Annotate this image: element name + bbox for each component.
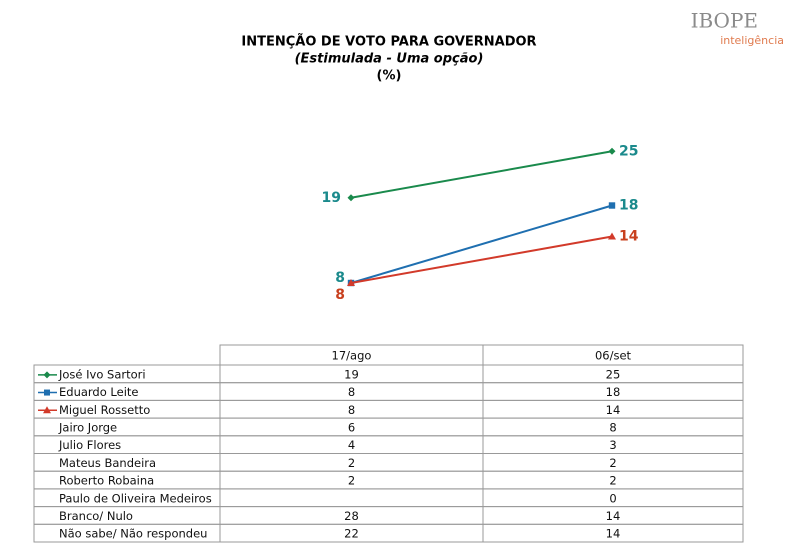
marker: [347, 194, 355, 202]
table-value: 14: [606, 403, 621, 417]
series-line: [350, 204, 613, 284]
row-label: Paulo de Oliveira Medeiros: [59, 491, 212, 505]
table-value: 14: [606, 527, 621, 541]
chart-subtitle: (Estimulada - Uma opção): [295, 52, 484, 67]
marker: [608, 232, 616, 240]
value-label: 19: [322, 190, 341, 206]
table-value: 6: [348, 420, 355, 434]
marker: [608, 147, 616, 155]
table-value: 25: [606, 367, 621, 381]
table-value: 4: [348, 438, 355, 452]
table-value: 8: [609, 420, 616, 434]
value-label: 14: [619, 229, 639, 245]
table-value: 2: [348, 474, 355, 488]
table-value: 19: [344, 367, 359, 381]
row-label: Mateus Bandeira: [59, 456, 156, 470]
series-line: [350, 150, 613, 199]
marker: [608, 202, 616, 209]
chart-title: INTENÇÃO DE VOTO PARA GOVERNADOR: [241, 34, 536, 50]
table-value: 8: [348, 385, 355, 399]
table-value: 3: [609, 438, 616, 452]
table-value: 2: [609, 474, 616, 488]
table-value: 22: [344, 527, 359, 541]
row-label: Branco/ Nulo: [59, 509, 133, 523]
marker: [347, 279, 355, 286]
row-label: José Ivo Sartori: [58, 367, 146, 381]
value-label: 18: [619, 198, 638, 214]
table-value: 2: [348, 456, 355, 470]
table-value: 8: [348, 403, 355, 417]
series-line: [350, 235, 613, 284]
row-label: Eduardo Leite: [59, 385, 138, 399]
table-value: 18: [606, 385, 621, 399]
table-cell: [482, 523, 744, 543]
row-label: Roberto Robaina: [59, 474, 154, 488]
legend-marker: [43, 371, 51, 379]
legend-marker: [43, 406, 51, 414]
legend-marker: [44, 389, 50, 396]
row-label: Julio Flores: [58, 438, 121, 452]
table-value: 2: [609, 456, 616, 470]
column-header: 06/set: [595, 349, 632, 363]
table-value: 0: [609, 491, 616, 505]
table-cell: [219, 488, 484, 508]
logo-tagline: inteligência: [720, 34, 784, 47]
row-label: Não sabe/ Não respondeu: [59, 527, 207, 541]
column-header: 17/ago: [332, 349, 372, 363]
value-label: 8: [335, 270, 345, 286]
value-label: 25: [619, 143, 638, 159]
row-label: Miguel Rossetto: [59, 403, 150, 417]
row-label: Jairo Jorge: [58, 420, 117, 434]
table-value: 14: [606, 509, 621, 523]
logo-name: IBOPE: [691, 9, 758, 33]
chart-unit: (%): [377, 69, 402, 84]
value-label: 8: [335, 287, 345, 303]
table-value: 28: [344, 509, 359, 523]
